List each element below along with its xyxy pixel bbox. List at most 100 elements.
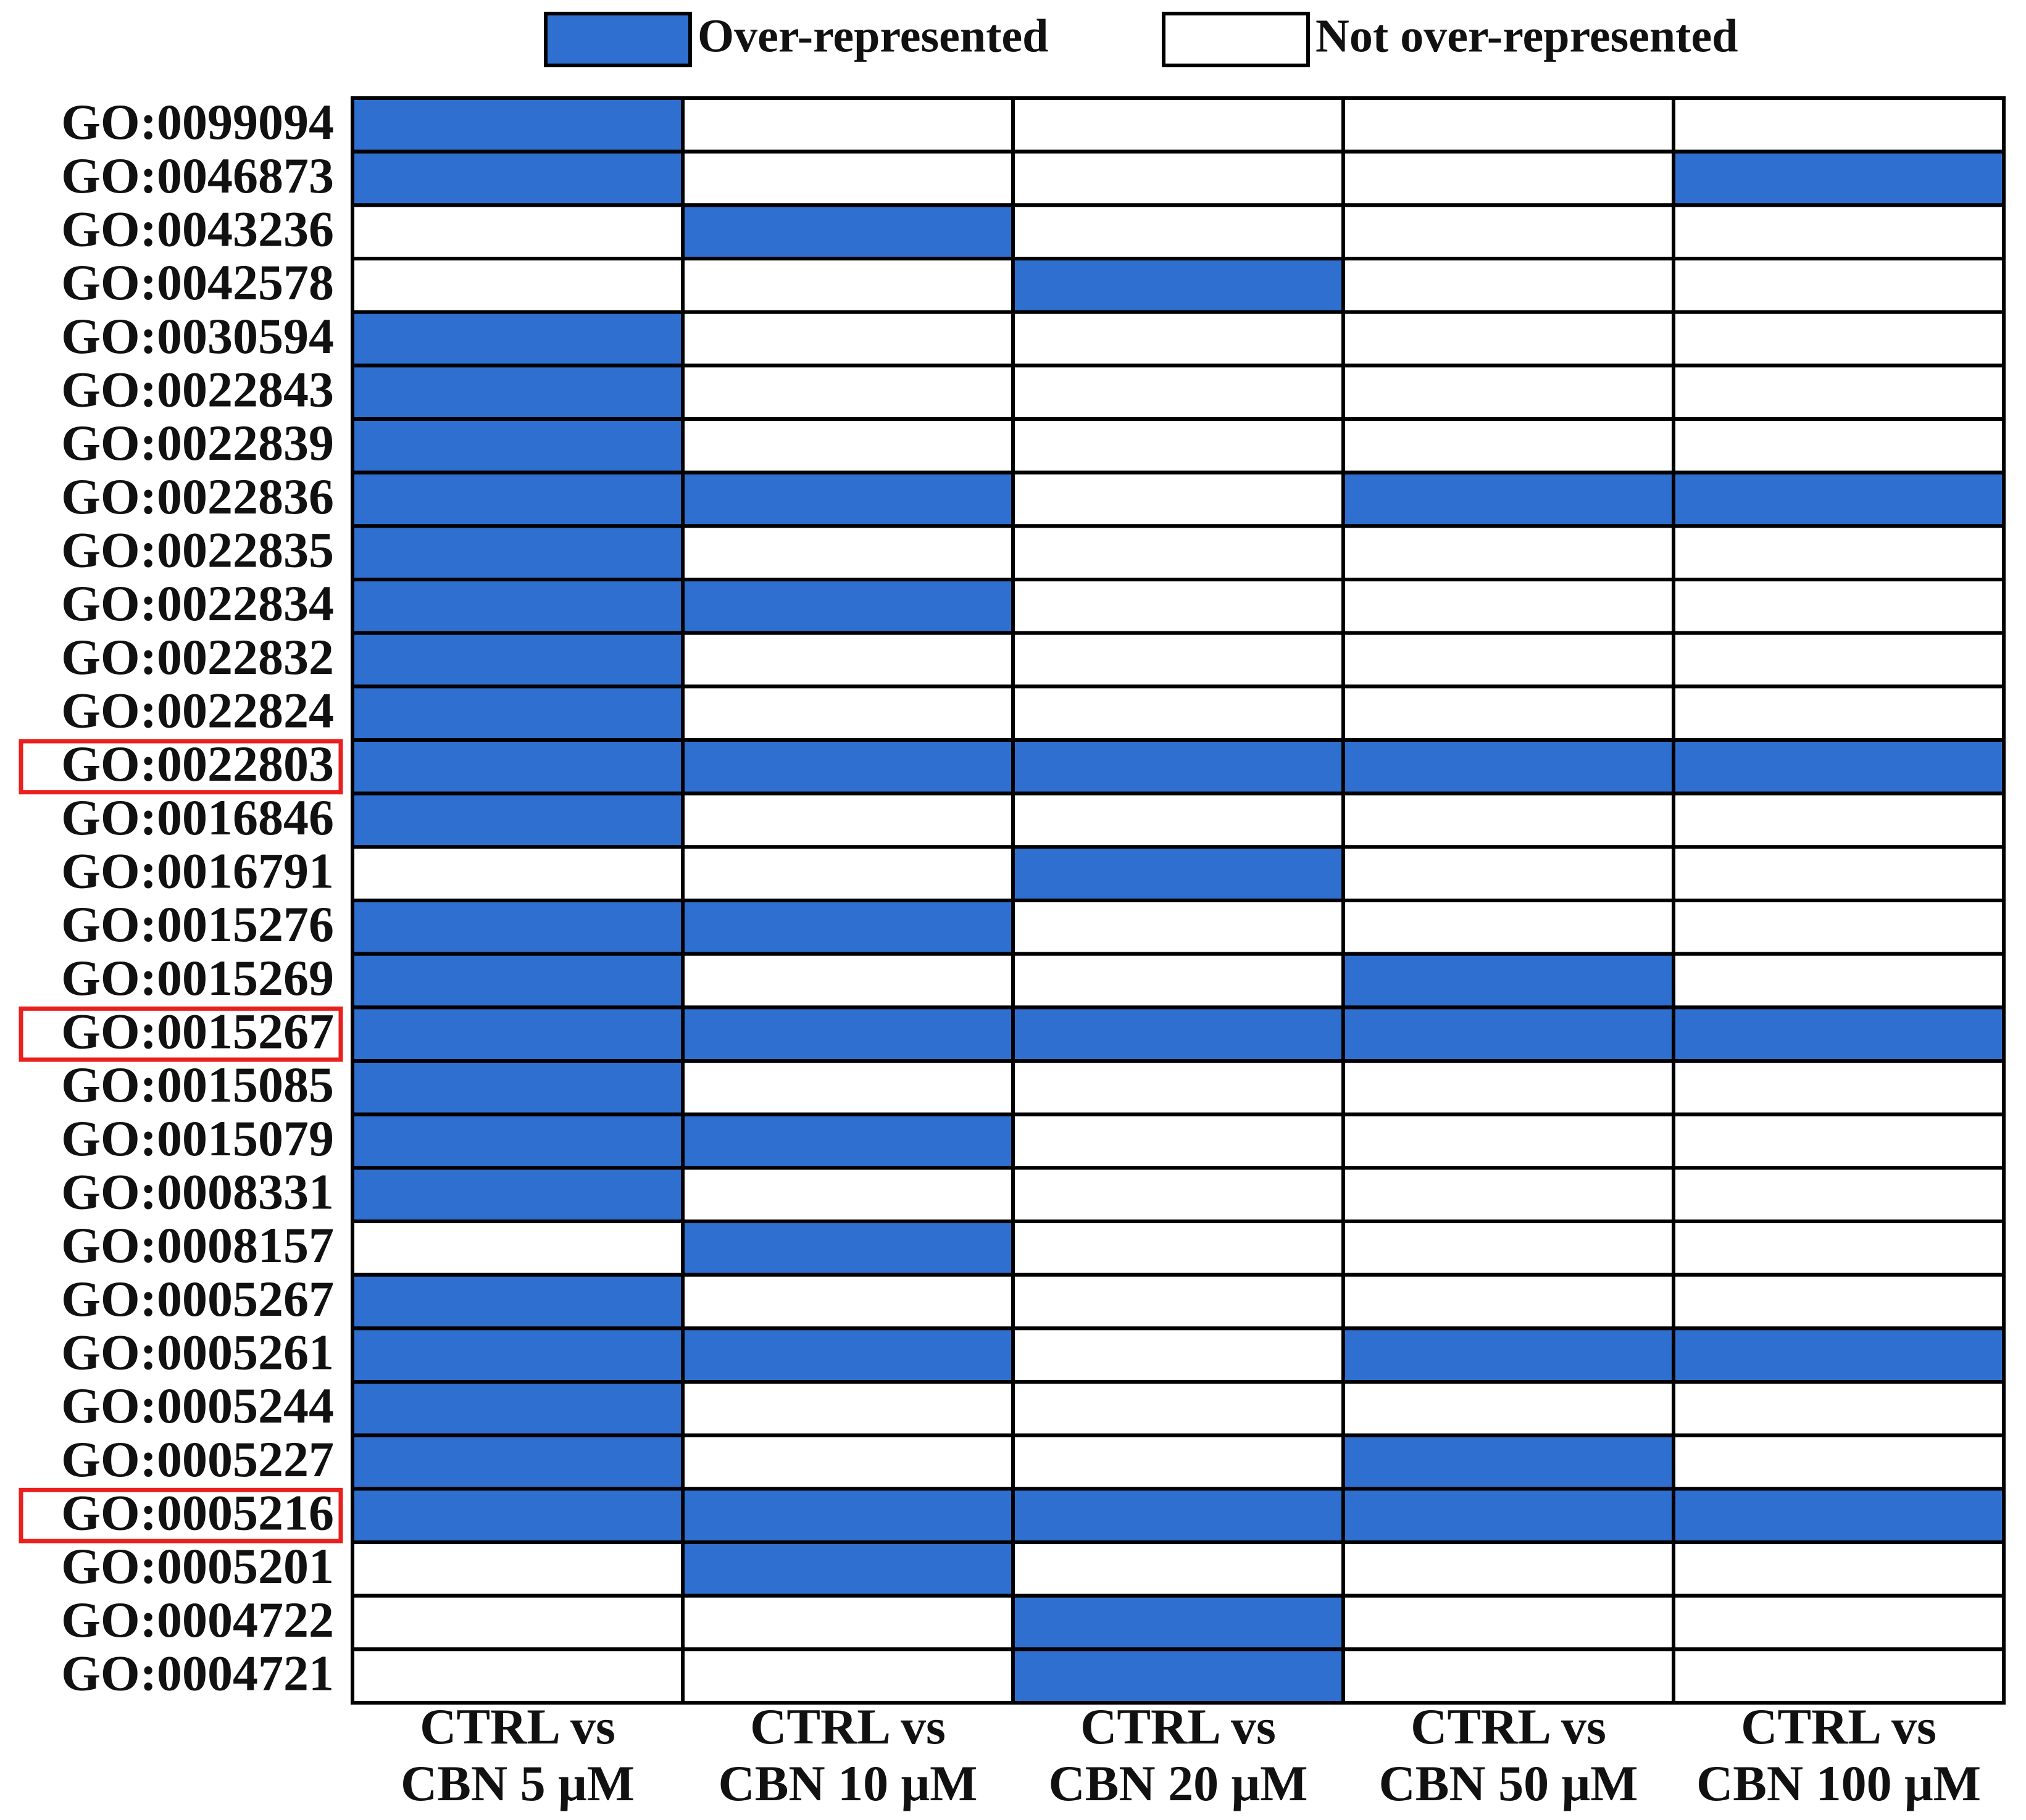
cell [1672, 684, 2006, 742]
row-label: GO:0046873 [61, 148, 334, 204]
cell [1011, 1380, 1345, 1437]
cell [1011, 631, 1345, 689]
cell [1672, 1647, 2006, 1705]
cell [1672, 952, 2006, 1010]
cell [1672, 1594, 2006, 1652]
cell [681, 470, 1015, 528]
cell [351, 96, 685, 154]
column-label: CBN 5 μM [401, 1755, 635, 1811]
cell [681, 1594, 1015, 1652]
cell [1341, 1112, 1675, 1170]
row-label: GO:0004722 [61, 1592, 334, 1648]
cell [1672, 1487, 2006, 1544]
column-label: CTRL vs [1411, 1698, 1606, 1755]
row-label: GO:0016791 [61, 842, 334, 899]
cell [681, 1005, 1015, 1063]
legend-swatch [1162, 12, 1310, 67]
cell [681, 1647, 1015, 1705]
cell [1672, 1433, 2006, 1491]
cell [681, 1433, 1015, 1491]
cell [1341, 417, 1675, 475]
cell [1672, 524, 2006, 581]
cell [1672, 1220, 2006, 1277]
cell [1672, 1005, 2006, 1063]
cell [1011, 470, 1345, 528]
cell [351, 1326, 685, 1384]
row-label: GO:0022843 [61, 361, 334, 417]
cell [1011, 791, 1345, 849]
cell [1341, 684, 1675, 742]
legend-label: Not over-represented [1315, 10, 1738, 62]
cell [1341, 310, 1675, 368]
cell [351, 470, 685, 528]
cell [1341, 257, 1675, 314]
cell [681, 738, 1015, 796]
cell [351, 364, 685, 421]
cell [1341, 845, 1675, 903]
cell [681, 631, 1015, 689]
cell [351, 1112, 685, 1170]
cell [1672, 578, 2006, 635]
cell [1341, 1647, 1675, 1705]
cell [351, 1380, 685, 1437]
cell [1011, 96, 1345, 154]
cell [351, 149, 685, 207]
cell [1341, 96, 1675, 154]
cell [1672, 1540, 2006, 1598]
cell [1341, 791, 1675, 849]
row-label: GO:0015276 [61, 896, 334, 952]
cell [1341, 1273, 1675, 1331]
legend-label: Over-represented [698, 10, 1048, 62]
cell [1672, 1059, 2006, 1116]
row-label: GO:0015267 [61, 1003, 334, 1059]
row-label: GO:0008157 [61, 1217, 334, 1273]
cell [1011, 738, 1345, 796]
cell [1672, 310, 2006, 368]
cell [1672, 1326, 2006, 1384]
column-label: CBN 50 μM [1378, 1755, 1638, 1811]
cell [1672, 470, 2006, 528]
cell [1011, 364, 1345, 421]
column-label: CTRL vs [420, 1698, 615, 1755]
cell [351, 1166, 685, 1224]
cell [1011, 845, 1345, 903]
row-label: GO:0022824 [61, 682, 334, 738]
cell [1011, 1112, 1345, 1170]
cell [681, 364, 1015, 421]
cell [351, 952, 685, 1010]
cell [1672, 1112, 2006, 1170]
cell [681, 1112, 1015, 1170]
cell [351, 1487, 685, 1544]
row-label: GO:0004721 [61, 1645, 334, 1701]
cell [1341, 364, 1675, 421]
row-label: GO:0015085 [61, 1057, 334, 1113]
row-label: GO:0005244 [61, 1377, 334, 1434]
cell [1341, 899, 1675, 956]
cell [351, 1059, 685, 1116]
cell [351, 738, 685, 796]
row-label: GO:0022839 [61, 415, 334, 471]
column-label: CTRL vs [1080, 1698, 1276, 1755]
row-label: GO:0022832 [61, 629, 334, 685]
cell [1011, 952, 1345, 1010]
row-label: GO:0005201 [61, 1538, 334, 1594]
row-highlight [19, 1487, 343, 1544]
cell [351, 1540, 685, 1598]
cell [1011, 1540, 1345, 1598]
cell [1341, 470, 1675, 528]
cell [1672, 845, 2006, 903]
cell [351, 257, 685, 314]
cell [1341, 1380, 1675, 1437]
cell [1011, 1166, 1345, 1224]
cell [1011, 1487, 1345, 1544]
cell [681, 524, 1015, 581]
cell [1672, 257, 2006, 314]
cell [681, 203, 1015, 261]
cell [1011, 1005, 1345, 1063]
row-label: GO:0015269 [61, 950, 334, 1006]
row-highlight [19, 739, 343, 795]
cell [681, 1487, 1015, 1544]
cell [1341, 1487, 1675, 1544]
cell [1672, 1380, 2006, 1437]
